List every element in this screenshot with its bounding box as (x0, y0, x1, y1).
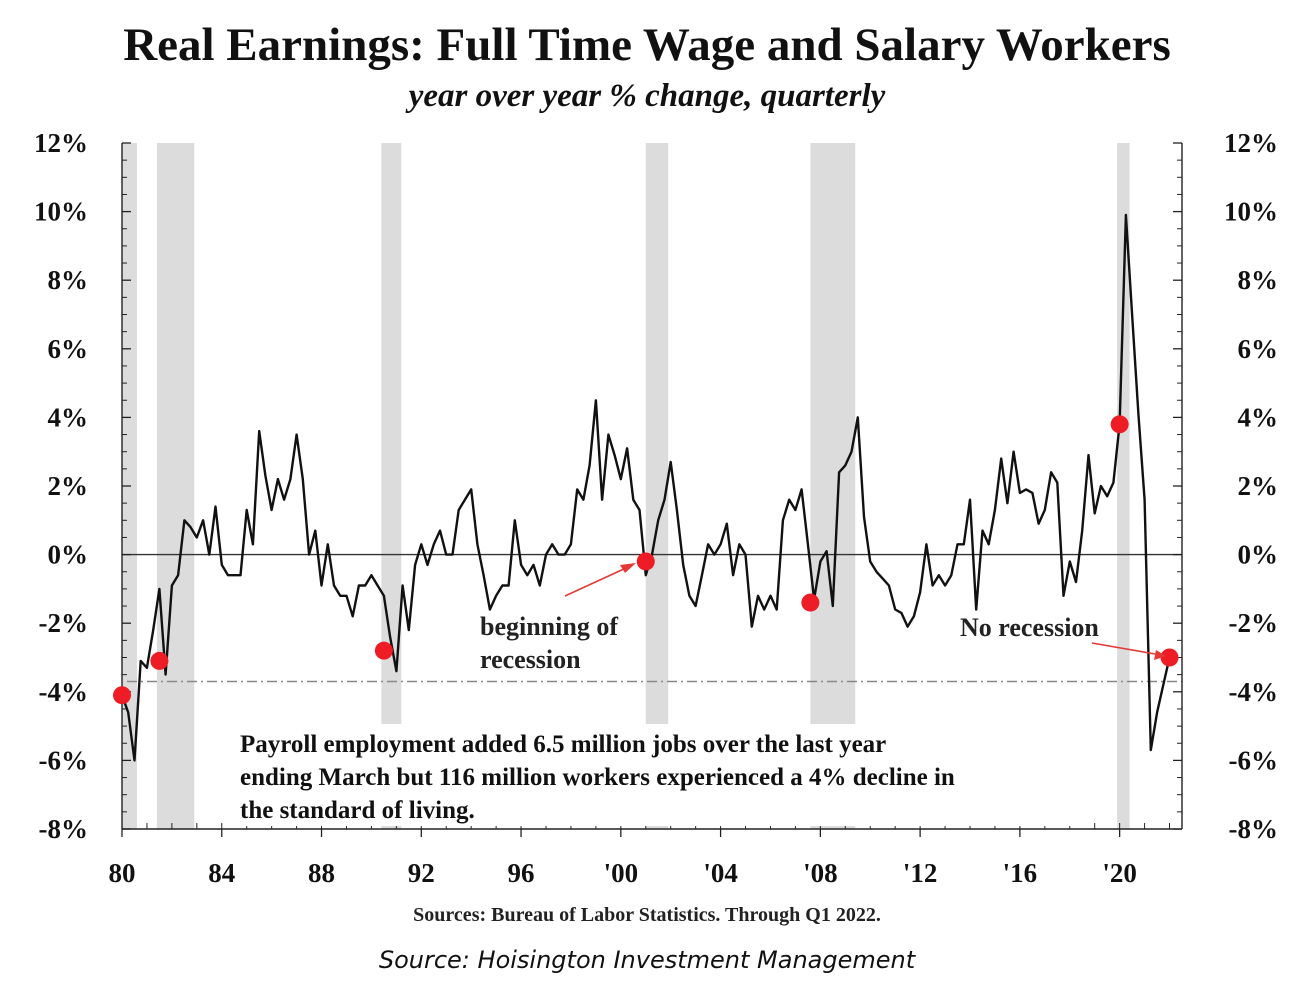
highlight-point-2 (374, 641, 393, 660)
annotations: beginning of recession No recession Payr… (230, 563, 1166, 826)
series-line-0 (120, 213, 1171, 762)
y-tick-label-left: -8% (39, 814, 89, 844)
x-tick-label: 88 (308, 858, 335, 888)
series-group (120, 213, 1171, 762)
recession-band-1 (156, 143, 195, 829)
y-tick-label-right: 8% (1238, 265, 1279, 295)
y-tick-label-left: -6% (39, 745, 89, 775)
x-tick-label: '08 (803, 858, 838, 888)
highlight-point-3 (636, 552, 655, 571)
highlight-point-5 (1110, 415, 1129, 434)
y-tick-label-left: 10% (34, 197, 88, 227)
x-tick-label: '16 (1003, 858, 1038, 888)
no-recession-arrow-line (1091, 642, 1156, 655)
x-tick-label: '04 (703, 858, 738, 888)
y-tick-label-left: -2% (39, 608, 89, 638)
recession-bands (122, 143, 1130, 829)
recession-band-4 (810, 143, 856, 829)
highlight-point-6 (1160, 648, 1179, 667)
note-line3: the standard of living. (240, 797, 475, 824)
y-tick-label-left: 2% (48, 471, 89, 501)
no-recession-label: No recession (960, 613, 1099, 642)
y-tick-label-right: 2% (1238, 471, 1279, 501)
y-tick-label-right: -6% (1229, 745, 1279, 775)
y-tick-label-right: 0% (1238, 540, 1279, 570)
x-tick-label: 96 (508, 858, 535, 888)
recession-arrow-line (564, 567, 627, 597)
chart-subtitle: year over year % change, quarterly (408, 78, 886, 114)
y-tick-label-left: 6% (48, 334, 89, 364)
highlight-point-1 (150, 651, 169, 670)
y-tick-label-left: 0% (48, 540, 89, 570)
y-tick-label-right: 4% (1238, 402, 1279, 432)
x-tick-label: '20 (1102, 858, 1137, 888)
y-tick-label-right: -8% (1229, 814, 1279, 844)
y-tick-label-right: -4% (1229, 677, 1279, 707)
y-tick-label-left: 8% (48, 265, 89, 295)
recession-arrow-head (620, 563, 636, 573)
x-tick-label: 92 (408, 858, 435, 888)
y-tick-label-left: 4% (48, 402, 89, 432)
x-tick-label: 84 (208, 858, 235, 888)
recession-band-5 (1117, 143, 1130, 829)
x-tick-label: 80 (109, 858, 136, 888)
y-tick-label-right: 12% (1224, 128, 1278, 158)
sources-line: Sources: Bureau of Labor Statistics. Thr… (413, 904, 881, 926)
note-box (230, 724, 1092, 826)
note-line1: Payroll employment added 6.5 million job… (240, 731, 886, 758)
x-tick-label: '00 (604, 858, 639, 888)
y-tick-label-right: 6% (1238, 334, 1279, 364)
y-tick-label-left: -4% (39, 677, 89, 707)
recession-label-line1: beginning of (480, 612, 618, 641)
y-tick-label-right: -2% (1229, 608, 1279, 638)
highlight-point-4 (801, 593, 820, 612)
axes: -8% -8% -6% -6% -4% -4% -2% -2% 0% 0% 2% 2% 4% 4% 6% 6%… (34, 128, 1278, 888)
recession-band-3 (645, 143, 669, 829)
y-tick-label-left: 12% (34, 128, 88, 158)
y-tick-label-right: 10% (1224, 197, 1278, 227)
note-line2: ending March but 116 million workers exp… (240, 764, 955, 791)
chart-title: Real Earnings: Full Time Wage and Salary… (123, 19, 1171, 71)
highlight-dots (113, 415, 1179, 705)
highlight-point-0 (113, 686, 131, 705)
no-recession-arrow-head (1154, 650, 1166, 660)
credit-line: Source: Hoisington Investment Management (378, 946, 916, 974)
recession-label-line2: recession (480, 645, 581, 674)
x-tick-label: '12 (903, 858, 938, 888)
